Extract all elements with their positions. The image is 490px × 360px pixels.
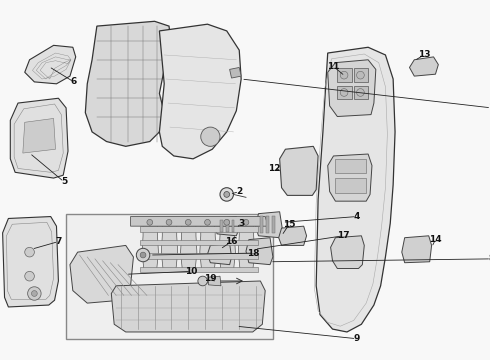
Polygon shape xyxy=(246,238,273,265)
Polygon shape xyxy=(256,212,283,238)
Bar xyxy=(337,86,352,99)
Text: 15: 15 xyxy=(283,220,295,229)
Text: 19: 19 xyxy=(204,274,217,283)
Polygon shape xyxy=(85,21,172,146)
Circle shape xyxy=(140,252,146,258)
Circle shape xyxy=(185,220,191,225)
Polygon shape xyxy=(140,266,258,272)
Polygon shape xyxy=(24,45,76,84)
Polygon shape xyxy=(316,47,395,332)
Bar xyxy=(336,159,366,173)
Polygon shape xyxy=(410,57,439,76)
Circle shape xyxy=(224,192,230,197)
Bar xyxy=(272,216,275,233)
Polygon shape xyxy=(140,226,258,232)
Text: 7: 7 xyxy=(55,237,62,246)
Circle shape xyxy=(136,248,150,262)
Bar xyxy=(354,86,368,99)
Polygon shape xyxy=(23,118,55,153)
Text: 14: 14 xyxy=(429,235,442,244)
Polygon shape xyxy=(2,217,58,307)
Text: 6: 6 xyxy=(71,77,77,86)
Bar xyxy=(354,68,368,82)
Text: 11: 11 xyxy=(327,62,340,71)
Polygon shape xyxy=(331,236,364,269)
Text: 5: 5 xyxy=(61,177,67,186)
Circle shape xyxy=(198,276,207,286)
Polygon shape xyxy=(280,146,318,195)
Circle shape xyxy=(24,247,34,257)
Text: 4: 4 xyxy=(353,212,360,221)
Text: 10: 10 xyxy=(185,267,197,276)
Text: 18: 18 xyxy=(247,249,260,258)
Text: 13: 13 xyxy=(417,50,430,59)
Circle shape xyxy=(340,89,348,96)
Circle shape xyxy=(205,220,210,225)
Bar xyxy=(66,214,273,339)
Bar xyxy=(226,220,229,232)
Circle shape xyxy=(357,89,364,96)
Bar xyxy=(266,216,269,233)
Circle shape xyxy=(166,220,172,225)
Circle shape xyxy=(357,71,364,79)
Polygon shape xyxy=(219,220,235,271)
Bar xyxy=(220,220,223,232)
Circle shape xyxy=(201,127,220,146)
Circle shape xyxy=(147,220,153,225)
Circle shape xyxy=(24,271,34,281)
Bar xyxy=(336,178,366,193)
Polygon shape xyxy=(70,246,133,303)
Text: 17: 17 xyxy=(337,231,349,240)
Polygon shape xyxy=(140,240,258,246)
Text: 1: 1 xyxy=(488,103,490,112)
Polygon shape xyxy=(180,220,197,271)
Polygon shape xyxy=(279,226,307,246)
Circle shape xyxy=(243,220,249,225)
Text: 12: 12 xyxy=(268,164,280,173)
Polygon shape xyxy=(328,60,376,117)
Polygon shape xyxy=(159,24,241,159)
Polygon shape xyxy=(10,98,68,178)
Polygon shape xyxy=(207,243,232,265)
Text: 3: 3 xyxy=(238,219,245,228)
Polygon shape xyxy=(140,253,258,259)
Polygon shape xyxy=(230,67,241,78)
Polygon shape xyxy=(130,217,268,226)
Circle shape xyxy=(220,188,233,201)
Circle shape xyxy=(31,291,37,296)
Polygon shape xyxy=(208,276,221,286)
Circle shape xyxy=(27,287,41,300)
Polygon shape xyxy=(214,217,239,236)
Polygon shape xyxy=(238,220,255,271)
Text: 16: 16 xyxy=(225,237,238,246)
Text: 8: 8 xyxy=(488,255,490,264)
Polygon shape xyxy=(402,236,432,263)
Polygon shape xyxy=(142,220,158,271)
Polygon shape xyxy=(161,220,178,271)
Bar xyxy=(337,68,352,82)
Bar xyxy=(232,220,234,232)
Circle shape xyxy=(224,220,230,225)
Polygon shape xyxy=(111,281,265,332)
Circle shape xyxy=(340,71,348,79)
Polygon shape xyxy=(328,154,372,201)
Bar xyxy=(260,216,263,233)
Text: 2: 2 xyxy=(236,187,243,196)
Polygon shape xyxy=(200,220,216,271)
Text: 9: 9 xyxy=(353,334,360,343)
